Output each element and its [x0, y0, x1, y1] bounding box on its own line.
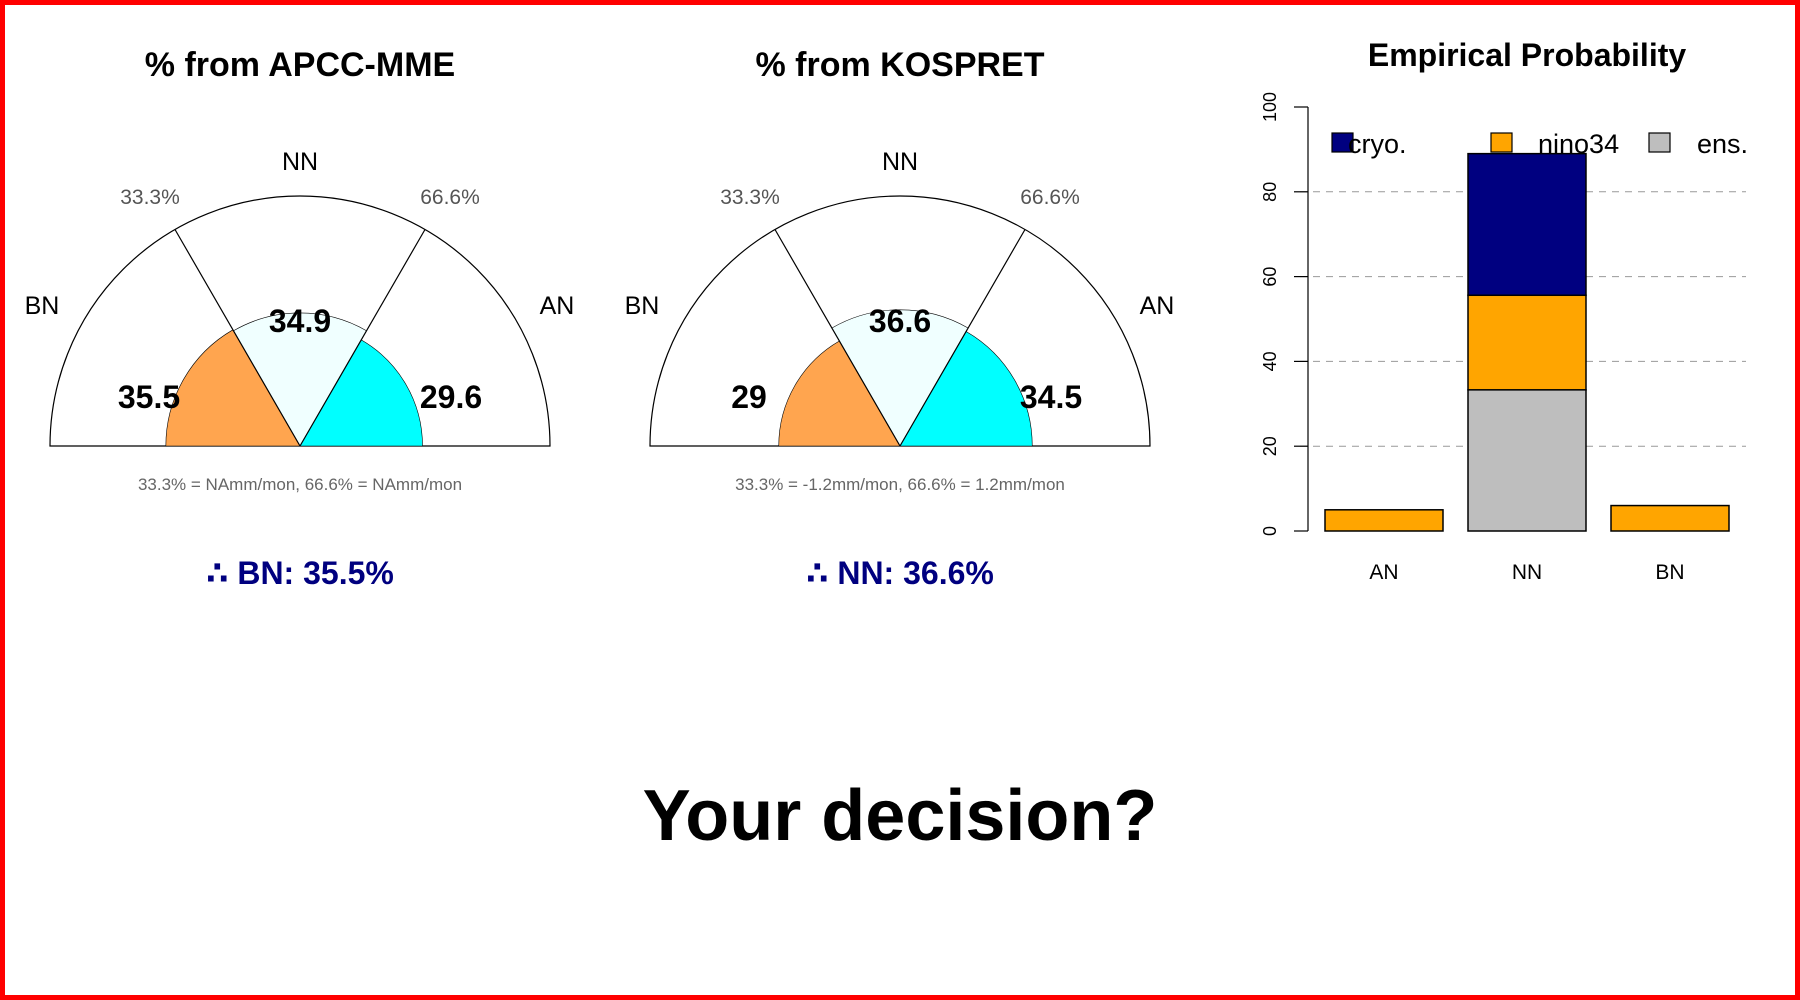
kospret-sector-bn [778, 340, 901, 447]
bar-nn-cryo [1467, 152, 1587, 297]
y-tick-label-40: 40 [1260, 351, 1280, 371]
kospret-threshold-note: 33.3% = -1.2mm/mon, 66.6% = 1.2mm/mon [735, 475, 1065, 494]
kospret-label-bn: BN [625, 292, 660, 320]
apcc-sector-nn [233, 312, 367, 447]
legend-swatch-nino34 [1490, 132, 1513, 153]
kospret-label-an: AN [1140, 292, 1175, 320]
empirical-title: Empirical Probability [1368, 37, 1687, 73]
apcc-value-an: 29.6 [420, 379, 482, 415]
kospret-label-nn: NN [882, 148, 918, 176]
legend-label-nino34: nino34 [1538, 129, 1619, 159]
y-tick-label-20: 20 [1260, 436, 1280, 456]
apcc-divider-2 [299, 229, 426, 447]
apcc-label-bn: BN [25, 292, 60, 320]
legend-label-cryo: cryo. [1348, 129, 1407, 159]
legend-swatch-cryo [1331, 132, 1354, 153]
kospret-divider-1 [774, 229, 901, 447]
kospret-threshold-high: 66.6% [1020, 186, 1080, 209]
apcc-title: % from APCC-MME [145, 46, 455, 84]
decision-prompt: Your decision? [642, 776, 1158, 856]
x-label-nn: NN [1512, 561, 1542, 584]
y-tick-label-80: 80 [1260, 182, 1280, 202]
kospret-title: % from KOSPRET [755, 46, 1044, 84]
legend-swatch-ens [1648, 132, 1671, 153]
kospret-value-bn: 29 [731, 379, 767, 415]
apcc-divider-1 [174, 229, 301, 447]
bar-nn-nino34 [1467, 294, 1587, 391]
apcc-value-nn: 34.9 [269, 303, 331, 339]
apcc-sector-an [299, 339, 423, 447]
bar-nn-ens [1467, 389, 1587, 532]
y-tick-label-0: 0 [1260, 526, 1280, 536]
bar-an-nino34 [1324, 509, 1444, 532]
kospret-value-nn: 36.6 [869, 303, 931, 339]
x-label-an: AN [1369, 561, 1398, 584]
bar-bn-nino34 [1610, 504, 1730, 532]
kospret-divider-2 [899, 229, 1026, 447]
x-label-bn: BN [1655, 561, 1684, 584]
apcc-value-bn: 35.5 [118, 379, 180, 415]
legend-label-ens: ens. [1697, 129, 1748, 159]
kospret-sector-nn [831, 309, 969, 447]
apcc-label-nn: NN [282, 148, 318, 176]
kospret-conclusion: ∴ NN: 36.6% [806, 555, 994, 591]
apcc-threshold-note: 33.3% = NAmm/mon, 66.6% = NAmm/mon [138, 475, 462, 494]
y-tick-label-100: 100 [1260, 92, 1280, 122]
apcc-conclusion: ∴ BN: 35.5% [206, 555, 394, 591]
y-tick-label-60: 60 [1260, 267, 1280, 287]
apcc-threshold-high: 66.6% [420, 186, 480, 209]
kospret-sector-an [899, 331, 1033, 447]
apcc-label-an: AN [540, 292, 575, 320]
kospret-value-an: 34.5 [1020, 379, 1082, 415]
kospret-threshold-low: 33.3% [720, 186, 780, 209]
apcc-sector-bn [165, 329, 301, 447]
apcc-threshold-low: 33.3% [120, 186, 180, 209]
